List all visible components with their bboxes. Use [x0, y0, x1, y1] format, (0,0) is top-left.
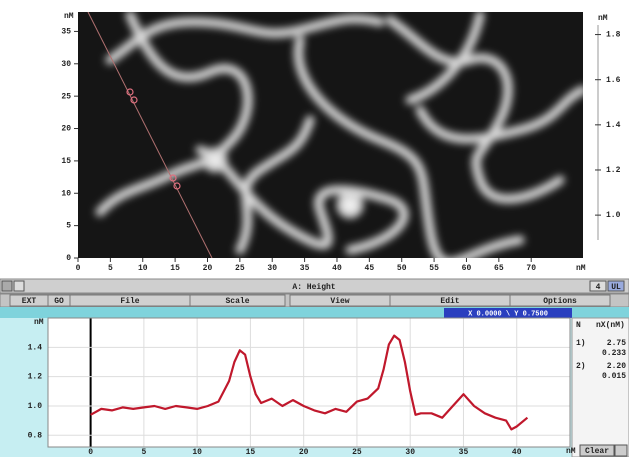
- x-tick-label: 25: [352, 448, 362, 457]
- footer-unit: nM: [566, 447, 576, 456]
- image-y-unit: nM: [64, 12, 74, 21]
- x-tick-label: 10: [192, 448, 202, 457]
- profile-y-unit: nM: [34, 318, 44, 327]
- scale-tick-label: 1.8: [606, 31, 621, 40]
- readout-index: 2): [576, 362, 586, 371]
- y-tick-label: 25: [61, 92, 71, 101]
- x-tick-label: 35: [300, 264, 310, 273]
- x-tick-label: 15: [246, 448, 256, 457]
- image-x-unit: nM: [576, 264, 586, 273]
- toolbar-button-label[interactable]: UL: [611, 283, 621, 292]
- scale-tick-label: 1.6: [606, 76, 621, 85]
- readout-value: 0.015: [602, 372, 626, 381]
- y-tick-label: 1.2: [28, 373, 43, 382]
- x-tick-label: 20: [203, 264, 213, 273]
- x-tick-label: 5: [141, 448, 146, 457]
- x-tick-label: 40: [512, 448, 522, 457]
- readout-value: 2.20: [607, 362, 626, 371]
- status-text: X 0.0000 \ Y 0.7500: [468, 310, 548, 318]
- scale-tick-label: 1.2: [606, 166, 621, 175]
- x-tick-label: 30: [405, 448, 415, 457]
- scroll-button[interactable]: [615, 445, 627, 456]
- readout-value: 0.233: [602, 349, 626, 358]
- x-tick-label: 65: [494, 264, 504, 273]
- x-tick-label: 15: [170, 264, 180, 273]
- plot-area: [48, 318, 570, 447]
- y-tick-label: 20: [61, 125, 71, 134]
- menu-label[interactable]: EXT: [22, 297, 37, 306]
- readout-value: 2.75: [607, 339, 626, 348]
- readout-header: nX(nM): [596, 321, 625, 330]
- menu-label[interactable]: Scale: [225, 297, 249, 306]
- x-tick-label: 0: [88, 448, 93, 457]
- menu-label[interactable]: GO: [54, 297, 64, 306]
- toolbar-title: A: Height: [292, 283, 335, 292]
- y-tick-label: 5: [66, 222, 71, 231]
- menu-label[interactable]: File: [120, 297, 139, 306]
- x-tick-label: 40: [332, 264, 342, 273]
- tool-icon[interactable]: [14, 281, 24, 291]
- clear-label[interactable]: Clear: [585, 447, 609, 456]
- y-tick-label: 35: [61, 28, 71, 37]
- x-tick-label: 0: [76, 264, 81, 273]
- x-tick-label: 60: [462, 264, 472, 273]
- readout-index: 1): [576, 339, 586, 348]
- y-tick-label: 1.4: [28, 343, 43, 352]
- scale-tick-label: 1.0: [606, 211, 621, 220]
- y-tick-label: 15: [61, 157, 71, 166]
- menu-label[interactable]: Edit: [440, 297, 459, 306]
- menu-label[interactable]: View: [330, 297, 349, 306]
- scale-tick-label: 1.4: [606, 121, 621, 130]
- x-tick-label: 50: [397, 264, 407, 273]
- x-tick-label: 25: [235, 264, 245, 273]
- afm-window: nM nM nM A: Height X 0.0000 \ Y 0.7500 n…: [0, 0, 629, 457]
- y-tick-label: 10: [61, 189, 71, 198]
- y-tick-label: 0.8: [28, 431, 43, 440]
- y-tick-label: 30: [61, 60, 71, 69]
- toolbar-button-label[interactable]: 4: [596, 283, 601, 292]
- tool-icon[interactable]: [2, 281, 12, 291]
- x-tick-label: 70: [526, 264, 536, 273]
- x-tick-label: 30: [267, 264, 277, 273]
- x-tick-label: 35: [459, 448, 469, 457]
- x-tick-label: 20: [299, 448, 309, 457]
- y-tick-label: 0: [66, 254, 71, 263]
- x-tick-label: 45: [365, 264, 375, 273]
- x-tick-label: 10: [138, 264, 148, 273]
- x-tick-label: 55: [429, 264, 439, 273]
- readout-header: N: [576, 321, 581, 330]
- scale-unit: nM: [598, 14, 608, 23]
- y-tick-label: 1.0: [28, 402, 43, 411]
- afm-image: [78, 12, 583, 262]
- menu-label[interactable]: Options: [543, 297, 577, 306]
- x-tick-label: 5: [108, 264, 113, 273]
